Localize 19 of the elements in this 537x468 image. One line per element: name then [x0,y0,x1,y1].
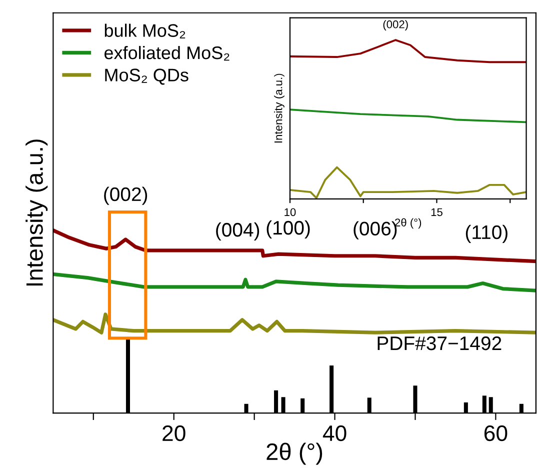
y-axis-title: Intensity (a.u.) [26,140,48,286]
legend-label: MoS₂ QDs [105,68,188,85]
annotation: (110) [466,224,508,243]
x-tick-label: 60 [484,425,508,442]
annotation: (006) [354,221,397,240]
x-axis-title: 2θ (°) [395,218,422,229]
y-axis-title: Intensity (a.u.) [274,74,284,143]
x-tick-label: 20 [162,425,186,442]
x-tick-label: 15 [431,208,442,216]
text: (002) [104,186,148,205]
annotation: PDF#37−1492 [378,336,502,350]
text: (002) [383,20,408,30]
x-axis-title: 2θ (°) [266,442,322,465]
annotation: (004) [216,222,260,241]
legend-label: exfoliated MoS₂ [104,46,230,61]
x-tick-label: 40 [322,425,346,442]
x-tick-label: 10 [284,208,296,216]
legend-label: bulk MoS₂ [104,24,186,38]
annotation: (100) [266,220,310,239]
